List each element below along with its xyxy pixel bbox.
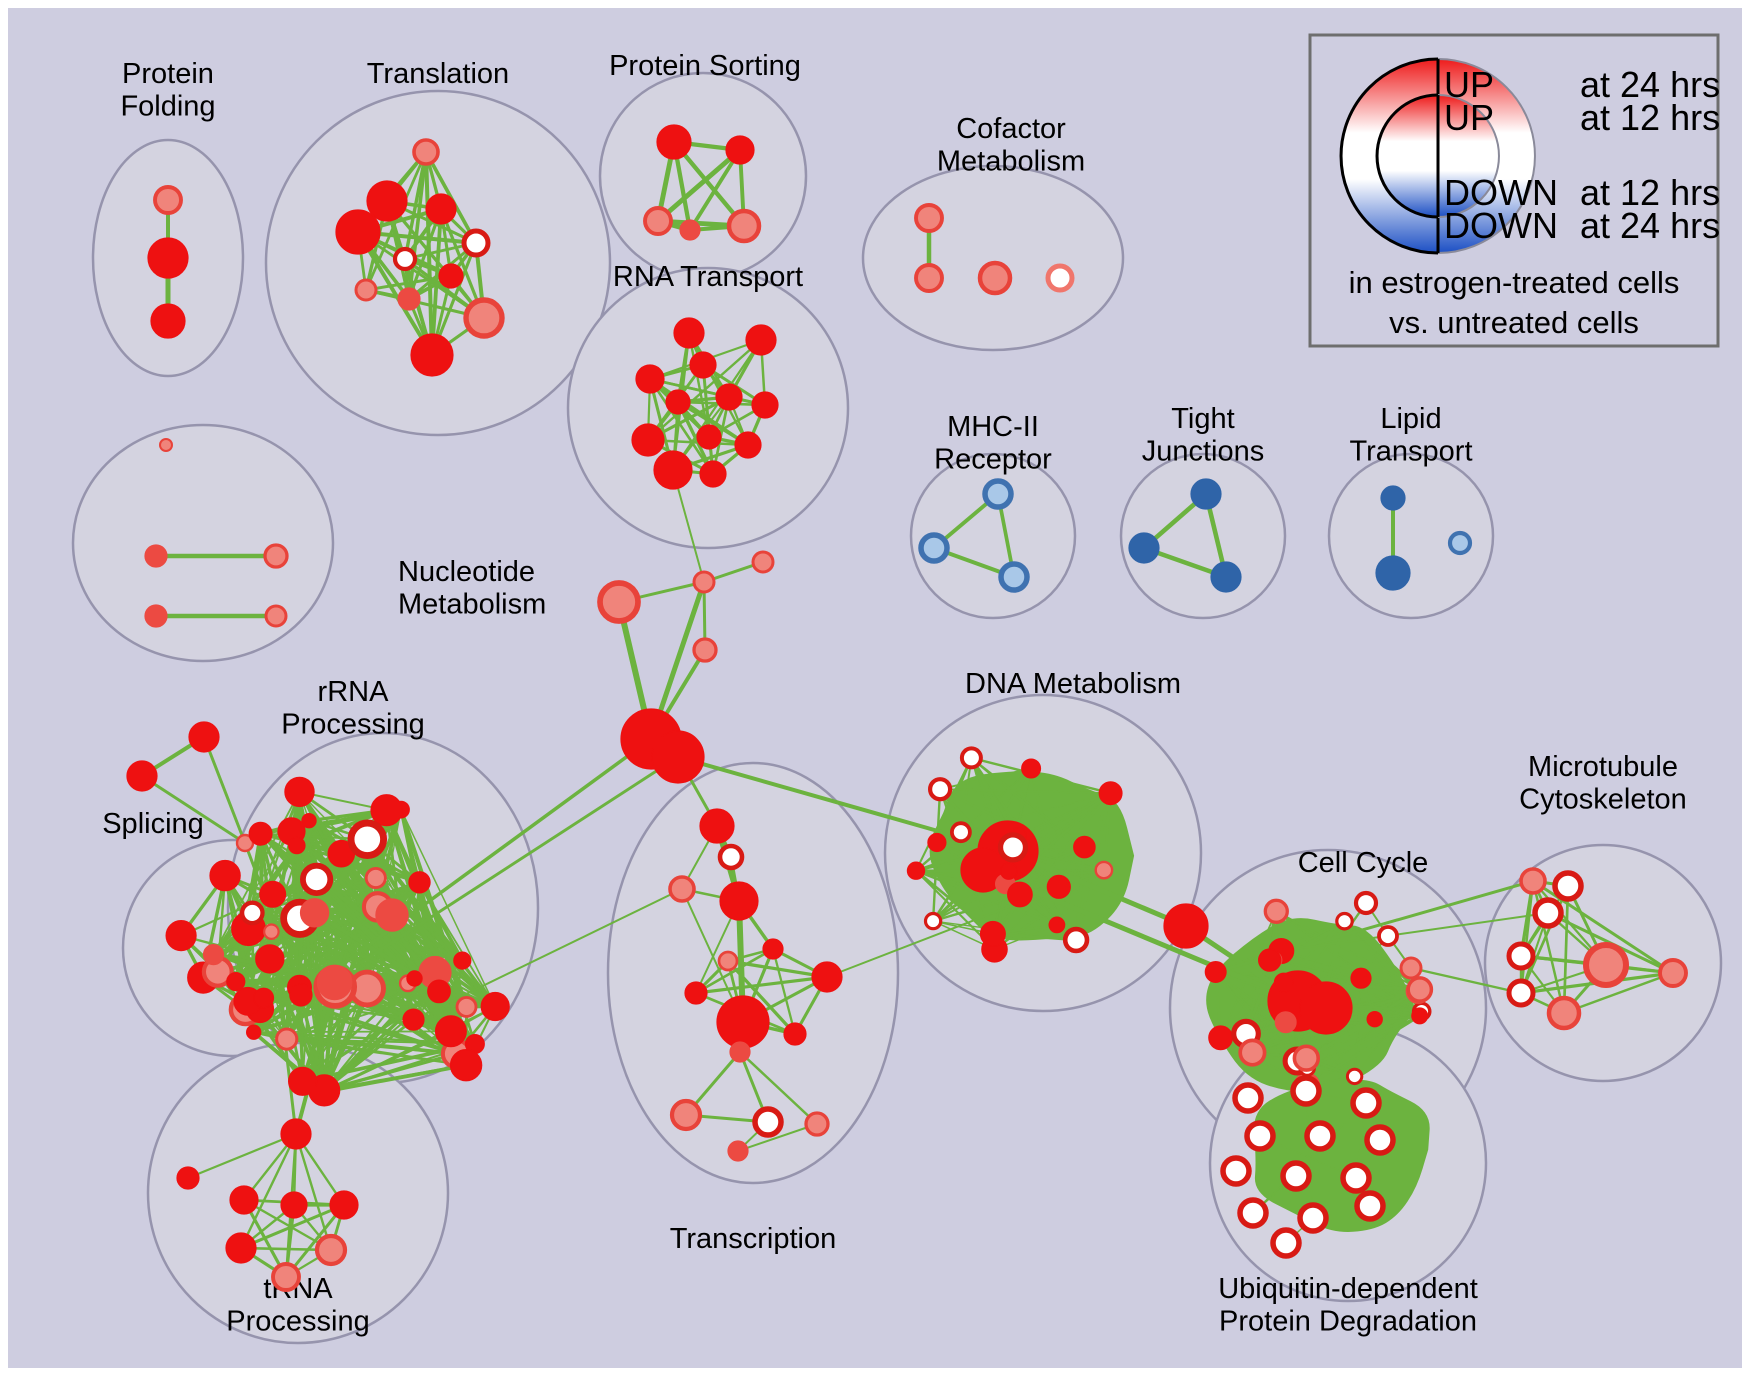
svg-text:Cell Cycle: Cell Cycle (1298, 847, 1429, 879)
svg-text:RNA Transport: RNA Transport (613, 261, 803, 293)
svg-text:DOWN: DOWN (1444, 205, 1558, 246)
svg-text:DNA Metabolism: DNA Metabolism (965, 668, 1181, 700)
svg-text:Translation: Translation (367, 58, 509, 90)
svg-text:UP: UP (1444, 97, 1494, 138)
svg-text:at 24 hrs: at 24 hrs (1580, 205, 1720, 246)
svg-text:Transcription: Transcription (670, 1223, 837, 1255)
svg-text:vs. untreated cells: vs. untreated cells (1389, 305, 1639, 340)
svg-text:Splicing: Splicing (102, 808, 204, 840)
svg-text:Protein Sorting: Protein Sorting (609, 50, 801, 82)
svg-text:in estrogen-treated cells: in estrogen-treated cells (1349, 265, 1680, 300)
svg-text:at 12 hrs: at 12 hrs (1580, 97, 1720, 138)
